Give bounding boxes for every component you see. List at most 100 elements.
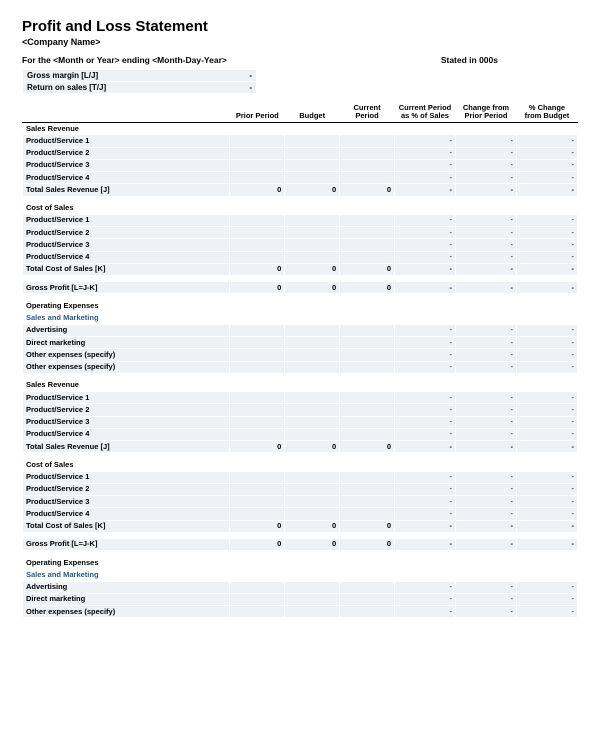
cell — [230, 361, 285, 373]
row-label: Sales and Marketing — [23, 312, 230, 324]
cell — [230, 239, 285, 251]
cell — [285, 581, 340, 593]
cell — [516, 569, 577, 581]
cell: - — [516, 361, 577, 373]
cell — [230, 379, 285, 391]
table-row: Product/Service 2--- — [23, 483, 578, 495]
cell: 0 — [230, 441, 285, 453]
cell — [230, 123, 285, 135]
cell: - — [455, 147, 516, 159]
cell: - — [394, 282, 455, 294]
cell: - — [516, 428, 577, 440]
row-label: Other expenses (specify) — [23, 361, 230, 373]
row-label: Direct marketing — [23, 337, 230, 349]
col-change-prior: Change from Prior Period — [455, 102, 516, 123]
table-row: Total Sales Revenue [J]000--- — [23, 184, 578, 196]
cell — [230, 349, 285, 361]
cell — [340, 159, 395, 171]
table-row: Cost of Sales — [23, 202, 578, 214]
cell: - — [455, 416, 516, 428]
cell: 0 — [340, 263, 395, 275]
cell: - — [455, 392, 516, 404]
cell: - — [516, 172, 577, 184]
cell — [340, 459, 395, 471]
table-row: Product/Service 4--- — [23, 251, 578, 263]
cell: - — [455, 428, 516, 440]
cell: 0 — [230, 538, 285, 550]
row-label: Product/Service 2 — [23, 147, 230, 159]
cell — [285, 496, 340, 508]
cell — [516, 300, 577, 312]
cell: - — [516, 508, 577, 520]
pl-table: Prior Period Budget Current Period Curre… — [22, 101, 578, 618]
cell — [285, 227, 340, 239]
cell — [340, 147, 395, 159]
cell — [340, 324, 395, 336]
cell: - — [516, 471, 577, 483]
cell: - — [394, 416, 455, 428]
cell: - — [516, 581, 577, 593]
cell — [340, 557, 395, 569]
cell: - — [516, 441, 577, 453]
cell: - — [516, 214, 577, 226]
table-row: Product/Service 3--- — [23, 496, 578, 508]
cell: - — [455, 337, 516, 349]
gross-margin-value: - — [222, 71, 252, 80]
row-label: Other expenses (specify) — [23, 349, 230, 361]
cell — [340, 349, 395, 361]
cell — [285, 324, 340, 336]
cell: 0 — [340, 520, 395, 532]
cell: 0 — [285, 184, 340, 196]
cell — [230, 416, 285, 428]
row-label: Product/Service 4 — [23, 251, 230, 263]
cell — [230, 581, 285, 593]
cell — [340, 581, 395, 593]
cell — [285, 471, 340, 483]
table-row: Operating Expenses — [23, 557, 578, 569]
cell: - — [516, 324, 577, 336]
cell — [516, 379, 577, 391]
cell: - — [394, 520, 455, 532]
cell: 0 — [230, 263, 285, 275]
cell — [340, 227, 395, 239]
cell — [230, 508, 285, 520]
cell: - — [516, 282, 577, 294]
cell: - — [516, 606, 577, 618]
cell — [230, 471, 285, 483]
row-label: Product/Service 1 — [23, 392, 230, 404]
table-row: Advertising--- — [23, 324, 578, 336]
cell: - — [516, 392, 577, 404]
table-row: Product/Service 1--- — [23, 392, 578, 404]
cell — [516, 312, 577, 324]
cell — [285, 569, 340, 581]
table-row: Product/Service 3--- — [23, 159, 578, 171]
cell — [455, 569, 516, 581]
cell: - — [516, 159, 577, 171]
cell — [340, 337, 395, 349]
cell: - — [394, 227, 455, 239]
cell: - — [455, 282, 516, 294]
cell — [285, 159, 340, 171]
cell: - — [455, 324, 516, 336]
cell: - — [455, 251, 516, 263]
cell — [394, 202, 455, 214]
cell — [455, 202, 516, 214]
row-label: Advertising — [23, 324, 230, 336]
cell — [285, 349, 340, 361]
cell: - — [394, 496, 455, 508]
cell: - — [516, 239, 577, 251]
cell — [455, 459, 516, 471]
cell: - — [394, 508, 455, 520]
cell: - — [455, 581, 516, 593]
row-label: Other expenses (specify) — [23, 606, 230, 618]
cell — [340, 300, 395, 312]
period-text: For the <Month or Year> ending <Month-Da… — [22, 55, 441, 65]
col-prior-period: Prior Period — [230, 102, 285, 123]
row-label: Total Cost of Sales [K] — [23, 520, 230, 532]
table-row: Other expenses (specify)--- — [23, 349, 578, 361]
cell — [340, 593, 395, 605]
table-row: Other expenses (specify)--- — [23, 361, 578, 373]
cell — [285, 251, 340, 263]
cell — [285, 214, 340, 226]
table-row: Direct marketing--- — [23, 337, 578, 349]
